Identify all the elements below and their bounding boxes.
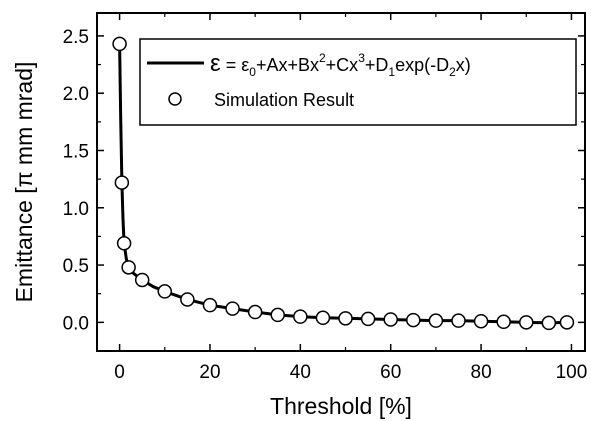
simulation-point <box>428 313 444 328</box>
x-tick-label: 20 <box>199 362 220 383</box>
y-tick-label: 0.5 <box>63 256 89 277</box>
simulation-point <box>541 315 557 331</box>
simulation-point <box>338 311 353 326</box>
simulation-point <box>114 175 130 190</box>
legend-fit-label: ε = ε0+Ax+Bx2+Cx3+D1exp(-D2x) <box>210 50 471 79</box>
simulation-point <box>473 313 489 329</box>
simulation-point <box>559 315 575 330</box>
simulation-point <box>157 284 173 299</box>
x-tick-label: 100 <box>556 362 588 383</box>
simulation-point <box>360 311 376 327</box>
legend-sim-label: Simulation Result <box>214 90 354 110</box>
y-tick-label: 1.5 <box>63 141 89 162</box>
x-tick-label: 80 <box>471 362 492 383</box>
simulation-point <box>202 297 218 313</box>
y-axis-title-pi: π <box>11 171 37 187</box>
y-axis-title-prefix: Emittance [ <box>11 187 37 303</box>
simulation-point <box>270 307 285 323</box>
simulation-point <box>180 292 195 307</box>
simulation-point <box>116 236 132 251</box>
simulation-point <box>134 272 150 288</box>
legend-box <box>139 38 577 126</box>
x-axis-title: Threshold [%] <box>270 393 412 419</box>
legend-sim-marker <box>168 92 182 106</box>
x-tick-label: 0 <box>114 362 125 383</box>
simulation-point <box>383 312 398 327</box>
y-tick-label: 0.0 <box>63 313 89 334</box>
legend: ε = ε0+Ax+Bx2+Cx3+D1exp(-D2x) Simulation… <box>139 38 577 126</box>
x-tick-label: 60 <box>380 362 401 383</box>
simulation-point <box>247 304 263 320</box>
simulation-point <box>293 309 308 324</box>
y-tick-label: 2.0 <box>63 84 89 105</box>
y-axis-title-suffix: mm mrad] <box>11 62 37 172</box>
plot-layer <box>112 36 575 331</box>
y-axis-title: Emittance [π mm mrad] <box>11 62 37 303</box>
simulation-point <box>496 314 511 330</box>
simulation-point <box>451 313 466 328</box>
y-axis-ticks: 0.0 0.5 1.0 1.5 2.0 2.5 <box>63 27 585 334</box>
y-tick-label: 2.5 <box>63 27 89 48</box>
simulation-point <box>121 260 136 275</box>
x-axis-ticks: 0 20 40 60 80 100 <box>114 13 587 383</box>
x-tick-label: 40 <box>290 362 311 383</box>
simulation-point <box>112 36 127 52</box>
legend-eps: ε <box>210 50 221 77</box>
simulation-point <box>406 312 421 328</box>
y-tick-label: 1.0 <box>63 199 89 220</box>
simulation-point <box>225 301 240 316</box>
simulation-point <box>519 315 534 330</box>
simulation-point <box>315 310 331 326</box>
